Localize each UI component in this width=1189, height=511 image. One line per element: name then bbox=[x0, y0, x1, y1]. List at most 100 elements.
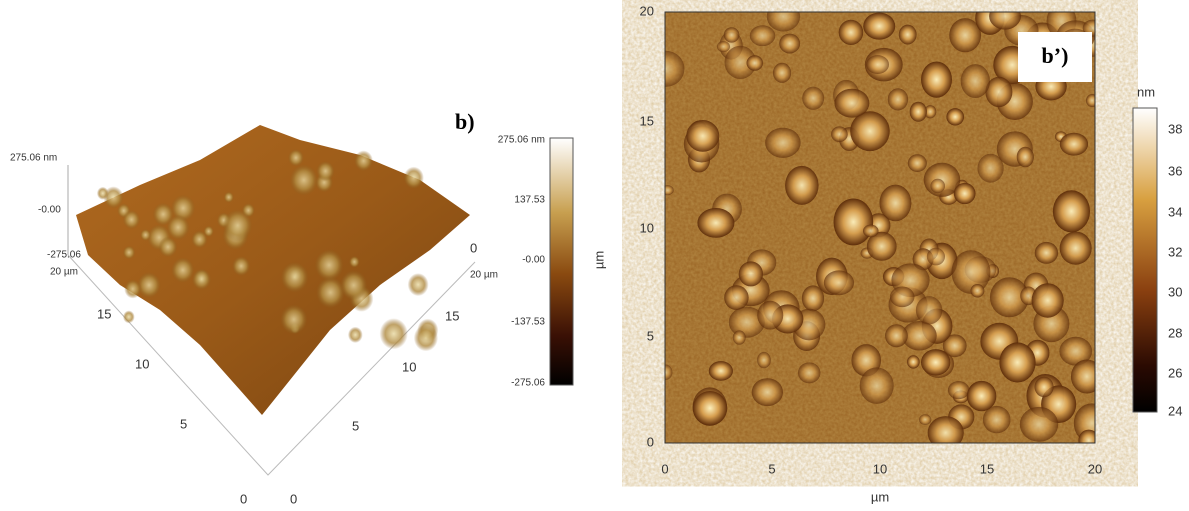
texture-blob bbox=[802, 86, 825, 110]
y-tick: 0 bbox=[647, 434, 654, 449]
texture-blob bbox=[779, 33, 801, 54]
texture-blob bbox=[850, 111, 890, 152]
cb-tick: 28 bbox=[1168, 325, 1182, 340]
panel-label: b’) bbox=[1042, 43, 1069, 68]
left-panel: 275.06 nm -0.00 -275.06 20 µm 15 10 5 0 … bbox=[10, 109, 498, 506]
texture-blob bbox=[902, 320, 937, 351]
x-label: 5 bbox=[352, 418, 359, 433]
texture-blob bbox=[946, 108, 965, 126]
texture-blob bbox=[665, 50, 685, 87]
texture-blob bbox=[751, 378, 783, 407]
texture-blob bbox=[838, 19, 864, 45]
y-tick: 5 bbox=[647, 328, 654, 343]
texture-blob bbox=[924, 105, 937, 119]
surface-bump bbox=[314, 249, 344, 281]
texture-blob bbox=[765, 127, 801, 158]
cb-tick: 26 bbox=[1168, 365, 1182, 380]
texture-blob bbox=[724, 285, 749, 310]
texture-blob bbox=[1078, 429, 1095, 443]
y-tick: 20 bbox=[640, 3, 654, 18]
texture-blob bbox=[951, 250, 991, 294]
texture-blob bbox=[757, 300, 784, 330]
surface-bump bbox=[152, 202, 174, 226]
surface-bump bbox=[403, 166, 424, 189]
surface-bump bbox=[203, 225, 214, 237]
colorbar-left: 275.06 nm 137.53 -0.00 -137.53 -275.06 µ… bbox=[498, 135, 607, 389]
cb-tick: 30 bbox=[1168, 284, 1182, 299]
texture-blob bbox=[749, 25, 776, 47]
y-tick: 15 bbox=[640, 113, 654, 128]
texture-blob bbox=[942, 334, 967, 358]
texture-blob bbox=[708, 361, 733, 381]
x-tick: 0 bbox=[661, 461, 668, 476]
texture-blob bbox=[801, 285, 825, 312]
cb-tick: 137.53 bbox=[514, 195, 545, 206]
texture-blob bbox=[1034, 376, 1054, 398]
frame bbox=[664, 11, 1096, 444]
texture-blob bbox=[907, 154, 927, 172]
texture-blob bbox=[898, 24, 917, 45]
texture-blob bbox=[697, 208, 735, 238]
surface-bump bbox=[222, 209, 253, 242]
y-label: 5 bbox=[180, 416, 187, 431]
texture-blob bbox=[926, 247, 945, 266]
x-label: 20 µm bbox=[470, 270, 498, 281]
texture-blob bbox=[1059, 231, 1092, 265]
texture-blob bbox=[927, 416, 964, 443]
x-tick: 5 bbox=[768, 461, 775, 476]
texture-blob bbox=[989, 12, 1021, 30]
y-label: 10 bbox=[135, 356, 149, 371]
texture-blob bbox=[921, 61, 952, 98]
label-box bbox=[1018, 32, 1092, 82]
texture-blob bbox=[746, 55, 764, 71]
cb-tick: 275.06 nm bbox=[498, 135, 545, 146]
x-label: µm bbox=[871, 489, 889, 504]
surface-bump bbox=[280, 304, 308, 335]
texture-blob bbox=[757, 351, 771, 369]
texture-blob bbox=[909, 101, 927, 122]
cb-tick: 24 bbox=[1168, 403, 1182, 418]
surface-bump bbox=[316, 276, 345, 309]
y-tick: 10 bbox=[640, 220, 654, 235]
texture-blob bbox=[977, 153, 1004, 183]
x-tick: 15 bbox=[980, 461, 994, 476]
texture-blob bbox=[915, 296, 943, 325]
colorbar-right: nm 38 36 34 32 30 28 26 24 bbox=[1132, 84, 1182, 418]
z-label: -275.06 bbox=[47, 250, 81, 261]
texture-blob bbox=[798, 362, 821, 384]
texture-blob bbox=[1016, 146, 1034, 168]
colorbar bbox=[1132, 107, 1158, 413]
right-panel: b’) 20 15 10 5 0 0 5 10 15 20 µm bbox=[640, 3, 1103, 504]
texture-blob bbox=[1034, 241, 1059, 264]
texture-blob bbox=[732, 330, 746, 345]
texture-blob bbox=[692, 391, 728, 426]
z-label: 275.06 nm bbox=[10, 153, 57, 164]
texture-blob bbox=[1019, 406, 1059, 442]
texture-blob bbox=[723, 27, 740, 43]
surface-bump bbox=[223, 191, 234, 203]
surface-bump bbox=[171, 257, 195, 283]
surface-bump bbox=[140, 228, 151, 241]
texture-blob bbox=[889, 286, 915, 308]
x-label: 10 bbox=[402, 359, 416, 374]
texture-blob bbox=[738, 261, 763, 287]
texture-blob bbox=[989, 277, 1029, 318]
texture-blob bbox=[766, 12, 801, 32]
surface-bump bbox=[191, 268, 212, 290]
z-label: -0.00 bbox=[38, 205, 61, 216]
texture-blob bbox=[823, 270, 855, 296]
surface-bump bbox=[280, 261, 309, 293]
surface-3d bbox=[76, 125, 470, 415]
surface-bump bbox=[340, 270, 368, 301]
texture-blob bbox=[859, 367, 894, 404]
texture-blob bbox=[966, 380, 997, 412]
surface-bump bbox=[354, 150, 374, 172]
surface-bump bbox=[96, 186, 109, 200]
texture-blob bbox=[866, 231, 897, 261]
y-label: 15 bbox=[97, 306, 111, 321]
texture-blob bbox=[999, 342, 1036, 383]
texture-blob bbox=[960, 64, 990, 98]
surface-bump bbox=[289, 164, 318, 196]
surface-bump bbox=[413, 324, 439, 352]
